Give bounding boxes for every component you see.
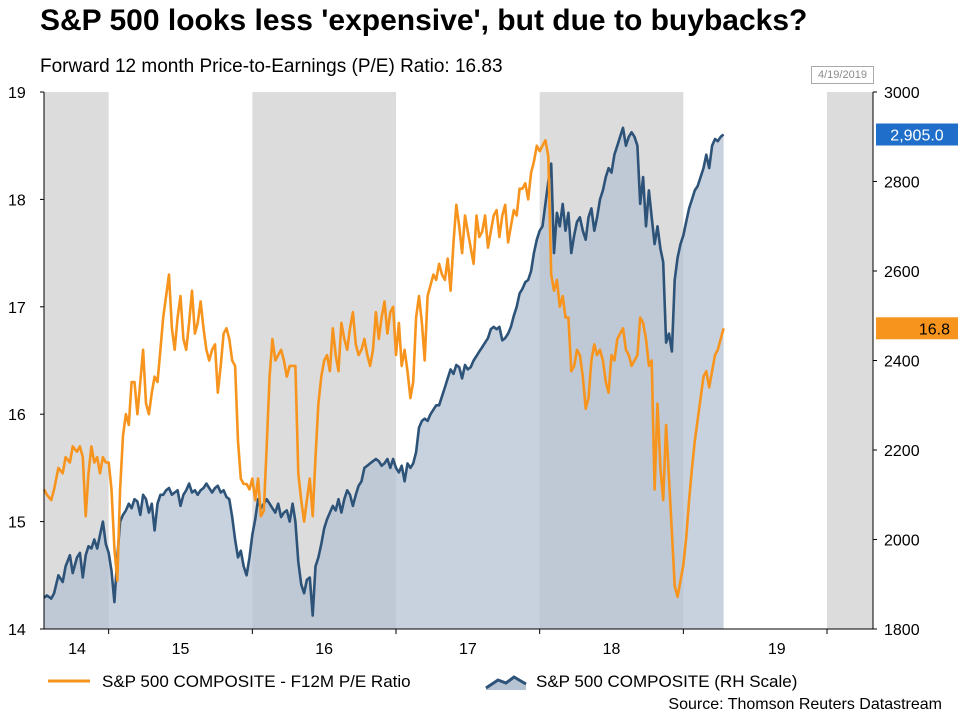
x-tick-label: 18: [603, 641, 621, 658]
right-tick-label: 2400: [884, 354, 920, 371]
legend: S&P 500 COMPOSITE - F12M P/E Ratio S&P 50…: [48, 672, 797, 691]
shaded-band-3: [827, 92, 873, 629]
end-value-labels: 2,905.0 16.8: [876, 123, 958, 340]
chart-title: S&P 500 looks less 'expensive', but due …: [40, 4, 808, 37]
legend-spx-line-swatch: [485, 675, 527, 690]
sp500-last-value-box: [876, 123, 958, 146]
right-tick-label: 2600: [884, 264, 920, 281]
x-tick-label: 14: [68, 641, 86, 658]
sp500-line: [43, 126, 725, 617]
left-tick-label: 14: [8, 622, 26, 639]
x-tick-label: 15: [172, 641, 190, 658]
right-tick-label: 1800: [884, 622, 920, 639]
pe-ratio-line: [42, 139, 725, 599]
left-tick-label: 17: [8, 300, 26, 317]
x-axis-ticks: 14 15 16 17 18 19: [68, 629, 828, 658]
x-tick-label: 16: [315, 641, 333, 658]
pe-last-value: 16.8: [919, 321, 950, 338]
left-tick-label: 19: [8, 85, 26, 102]
x-tick-label: 19: [768, 641, 786, 658]
left-tick-label: 18: [8, 192, 26, 209]
right-tick-label: 3000: [884, 85, 920, 102]
legend-spx-label: S&P 500 COMPOSITE (RH Scale): [536, 672, 797, 691]
left-tick-label: 16: [8, 407, 26, 424]
source-note: Source: Thomson Reuters Datastream: [668, 696, 942, 713]
date-badge: 4/19/2019: [811, 66, 874, 84]
pe-last-value-box: [876, 317, 958, 340]
x-tick-label: 17: [459, 641, 477, 658]
right-tick-label: 2800: [884, 175, 920, 192]
chart-subtitle: Forward 12 month Price-to-Earnings (P/E)…: [40, 56, 503, 77]
right-tick-label: 2000: [884, 533, 920, 550]
right-axis-ticks: 1800 2000 2200 2400 2600 2800 3000: [873, 85, 920, 639]
right-tick-label: 2200: [884, 443, 920, 460]
legend-pe-label: S&P 500 COMPOSITE - F12M P/E Ratio: [102, 672, 411, 691]
left-tick-label: 15: [8, 515, 26, 532]
left-axis-ticks: 14 15 16 17 18 19: [8, 85, 44, 639]
sp500-last-value: 2,905.0: [890, 128, 943, 145]
